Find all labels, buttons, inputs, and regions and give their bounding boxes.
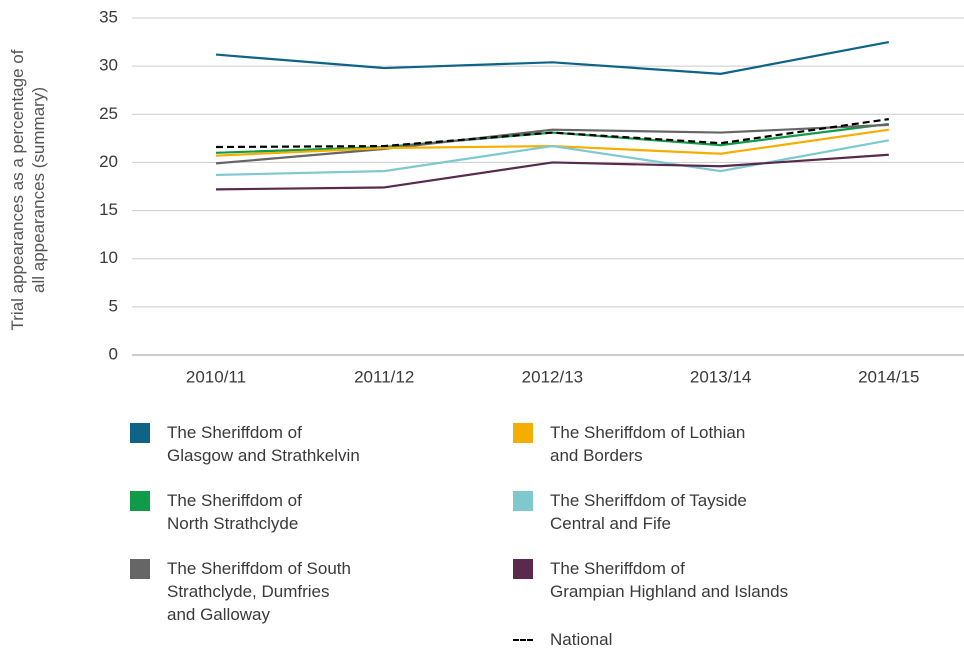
legend-item: The Sheriffdom of Tayside Central and Fi… (513, 489, 747, 535)
x-tick-label: 2010/11 (186, 367, 246, 386)
legend-item: The Sheriffdom of Lothian and Borders (513, 421, 745, 467)
legend-swatch (513, 423, 533, 443)
y-tick-label: 35 (99, 7, 118, 26)
chart: 0 5 10 15 20 25 30 35 2010/11 2011/12 2012/13 2013/… (99, 7, 964, 386)
legend-swatch (513, 491, 533, 511)
y-tick-label: 20 (99, 152, 118, 171)
legend-label: The Sheriffdom of Lothian and Borders (550, 423, 746, 465)
series-line (215, 40, 890, 75)
legend-swatch (513, 639, 533, 641)
y-axis-label: Trial appearances as a percentage of all… (8, 49, 48, 331)
series-line (215, 122, 889, 154)
legend-label: The Sheriffdom of South Strathclyde, Dum… (167, 559, 351, 624)
legend-swatch (130, 559, 150, 579)
legend-swatch (130, 491, 150, 511)
legend-swatch (513, 559, 533, 579)
legend-item: National (513, 628, 612, 651)
series-line (215, 153, 889, 191)
legend-item: The Sheriffdom of Grampian Highland and … (513, 557, 788, 603)
y-tick-label: 15 (99, 200, 118, 219)
y-tick-label: 10 (99, 248, 118, 267)
legend-item: The Sheriffdom of South Strathclyde, Dum… (130, 557, 351, 626)
series-line (215, 139, 889, 177)
y-tick-label: 25 (99, 104, 118, 123)
x-tick-label: 2011/12 (354, 367, 414, 386)
legend-label: The Sheriffdom of Glasgow and Strathkelv… (167, 423, 360, 465)
legend-label: The Sheriffdom of Grampian Highland and … (550, 559, 789, 601)
x-tick-label: 2013/14 (690, 367, 751, 386)
legend-item: The Sheriffdom of North Strathclyde (130, 489, 302, 535)
y-tick-label: 5 (109, 296, 118, 315)
x-tick-label: 2012/13 (522, 367, 583, 386)
legend-label: The Sheriffdom of North Strathclyde (167, 491, 302, 533)
legend-item: The Sheriffdom of Glasgow and Strathkelv… (130, 421, 360, 467)
legend-label: National (550, 630, 613, 649)
series-line (215, 123, 889, 165)
y-tick-label: 30 (99, 56, 118, 75)
legend-swatch (130, 423, 150, 443)
y-tick-label: 0 (109, 344, 118, 363)
series-line (215, 118, 889, 149)
legend-label: The Sheriffdom of Tayside Central and Fi… (550, 491, 747, 533)
x-tick-label: 2014/15 (858, 367, 919, 386)
